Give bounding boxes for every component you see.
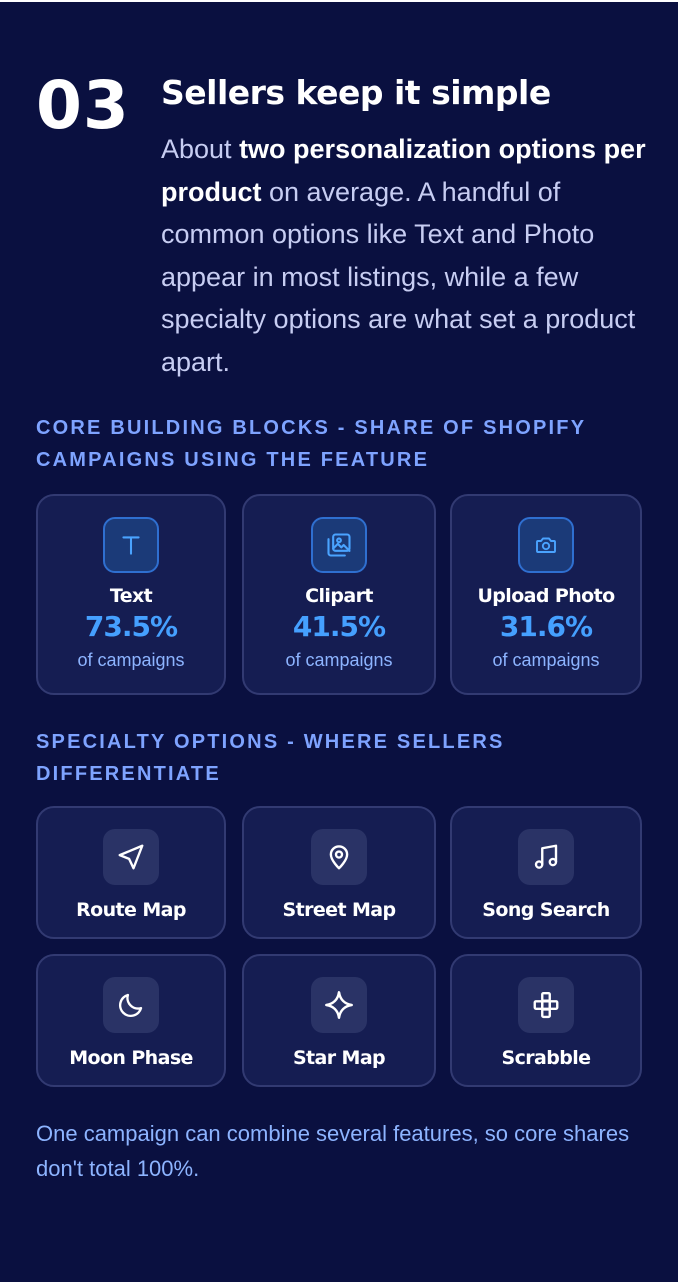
core-feature-share: 41.5%	[292, 610, 386, 643]
specialty-name: Song Search	[482, 899, 610, 921]
specialty-card-route-map: Route Map	[36, 806, 226, 939]
core-feature-unit: of campaigns	[492, 650, 600, 670]
core-feature-name: Upload Photo	[477, 585, 615, 607]
footnote: One campaign can combine several feature…	[36, 1121, 630, 1181]
specialty-name: Street Map	[282, 899, 397, 921]
core-card-clipart: Clipart 41.5% of campaigns	[242, 494, 436, 695]
specialty-card-song-search: Song Search	[450, 806, 642, 939]
music-note-icon	[518, 829, 574, 885]
core-card-upload-photo: Upload Photo 31.6% of campaigns	[450, 494, 642, 695]
intro-rest: on average. A handful of common options …	[161, 176, 636, 377]
section-number: 03	[36, 67, 130, 144]
section-intro: About two personalization options per pr…	[161, 128, 651, 383]
specialty-name: Moon Phase	[69, 1047, 193, 1069]
camera-icon	[518, 517, 574, 573]
intro-highlight: two personalization options per product	[161, 134, 646, 207]
specialty-card-moon-phase: Moon Phase	[36, 954, 226, 1087]
sparkle-star-icon	[311, 977, 367, 1033]
navigation-arrow-icon	[103, 829, 159, 885]
top-divider	[0, 0, 678, 2]
core-feature-unit: of campaigns	[285, 650, 393, 670]
text-icon	[103, 517, 159, 573]
core-feature-name: Clipart	[305, 585, 373, 607]
moon-icon	[103, 977, 159, 1033]
core-feature-name: Text	[109, 585, 153, 607]
intro-lead: About	[161, 134, 240, 164]
core-feature-unit: of campaigns	[77, 650, 185, 670]
specialty-card-scrabble: Scrabble	[450, 954, 642, 1087]
core-feature-share: 31.6%	[499, 610, 593, 643]
core-feature-share: 73.5%	[84, 610, 178, 643]
specialty-name: Star Map	[292, 1047, 386, 1069]
map-pin-icon	[311, 829, 367, 885]
specialty-card-star-map: Star Map	[242, 954, 436, 1087]
core-card-text: Text 73.5% of campaigns	[36, 494, 226, 695]
specialty-name: Route Map	[76, 899, 186, 921]
specialty-card-street-map: Street Map	[242, 806, 436, 939]
core-section-label: CORE BUILDING BLOCKS - SHARE OF SHOPIFY …	[36, 417, 586, 471]
specialty-section-label: SPECIALTY OPTIONS - WHERE SELLERS DIFFER…	[36, 731, 505, 785]
image-gallery-icon	[311, 517, 367, 573]
section-title: Sellers keep it simple	[161, 73, 551, 112]
specialty-name: Scrabble	[501, 1047, 592, 1069]
tiles-icon	[518, 977, 574, 1033]
